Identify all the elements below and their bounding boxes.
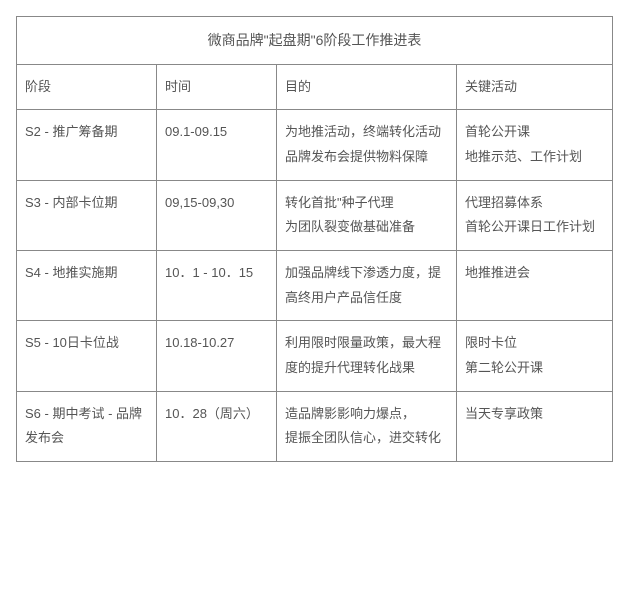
cell-purpose: 加强品牌线下渗透力度，提高终用户产品信任度 <box>277 251 457 321</box>
header-row: 阶段 时间 目的 关键活动 <box>17 64 613 110</box>
table-row: S4 - 地推实施期 10．1 - 10．15 加强品牌线下渗透力度，提高终用户… <box>17 251 613 321</box>
cell-time: 10．1 - 10．15 <box>157 251 277 321</box>
cell-activities: 当天专享政策 <box>457 391 613 461</box>
table-row: S6 - 期中考试 - 品牌发布会 10．28（周六） 造品牌影影响力爆点，提振… <box>17 391 613 461</box>
cell-purpose: 利用限时限量政策，最大程度的提升代理转化战果 <box>277 321 457 391</box>
cell-stage: S4 - 地推实施期 <box>17 251 157 321</box>
cell-purpose: 转化首批"种子代理为团队裂变做基础准备 <box>277 180 457 250</box>
table-row: S5 - 10日卡位战 10.18-10.27 利用限时限量政策，最大程度的提升… <box>17 321 613 391</box>
cell-stage: S5 - 10日卡位战 <box>17 321 157 391</box>
title-row: 微商品牌"起盘期"6阶段工作推进表 <box>17 17 613 65</box>
cell-time: 10．28（周六） <box>157 391 277 461</box>
cell-activities: 限时卡位第二轮公开课 <box>457 321 613 391</box>
header-activities: 关键活动 <box>457 64 613 110</box>
schedule-table: 微商品牌"起盘期"6阶段工作推进表 阶段 时间 目的 关键活动 S2 - 推广筹… <box>16 16 613 462</box>
cell-activities: 首轮公开课地推示范、工作计划 <box>457 110 613 180</box>
cell-purpose: 为地推活动，终端转化活动品牌发布会提供物料保障 <box>277 110 457 180</box>
cell-activities: 地推推进会 <box>457 251 613 321</box>
cell-time: 10.18-10.27 <box>157 321 277 391</box>
header-time: 时间 <box>157 64 277 110</box>
table-row: S3 - 内部卡位期 09,15-09,30 转化首批"种子代理为团队裂变做基础… <box>17 180 613 250</box>
cell-time: 09.1-09.15 <box>157 110 277 180</box>
cell-time: 09,15-09,30 <box>157 180 277 250</box>
cell-stage: S2 - 推广筹备期 <box>17 110 157 180</box>
cell-purpose: 造品牌影影响力爆点，提振全团队信心，进交转化 <box>277 391 457 461</box>
table-container: 微商品牌"起盘期"6阶段工作推进表 阶段 时间 目的 关键活动 S2 - 推广筹… <box>16 16 612 462</box>
cell-stage: S6 - 期中考试 - 品牌发布会 <box>17 391 157 461</box>
table-title: 微商品牌"起盘期"6阶段工作推进表 <box>17 17 613 65</box>
cell-activities: 代理招募体系首轮公开课日工作计划 <box>457 180 613 250</box>
header-purpose: 目的 <box>277 64 457 110</box>
table-row: S2 - 推广筹备期 09.1-09.15 为地推活动，终端转化活动品牌发布会提… <box>17 110 613 180</box>
cell-stage: S3 - 内部卡位期 <box>17 180 157 250</box>
header-stage: 阶段 <box>17 64 157 110</box>
